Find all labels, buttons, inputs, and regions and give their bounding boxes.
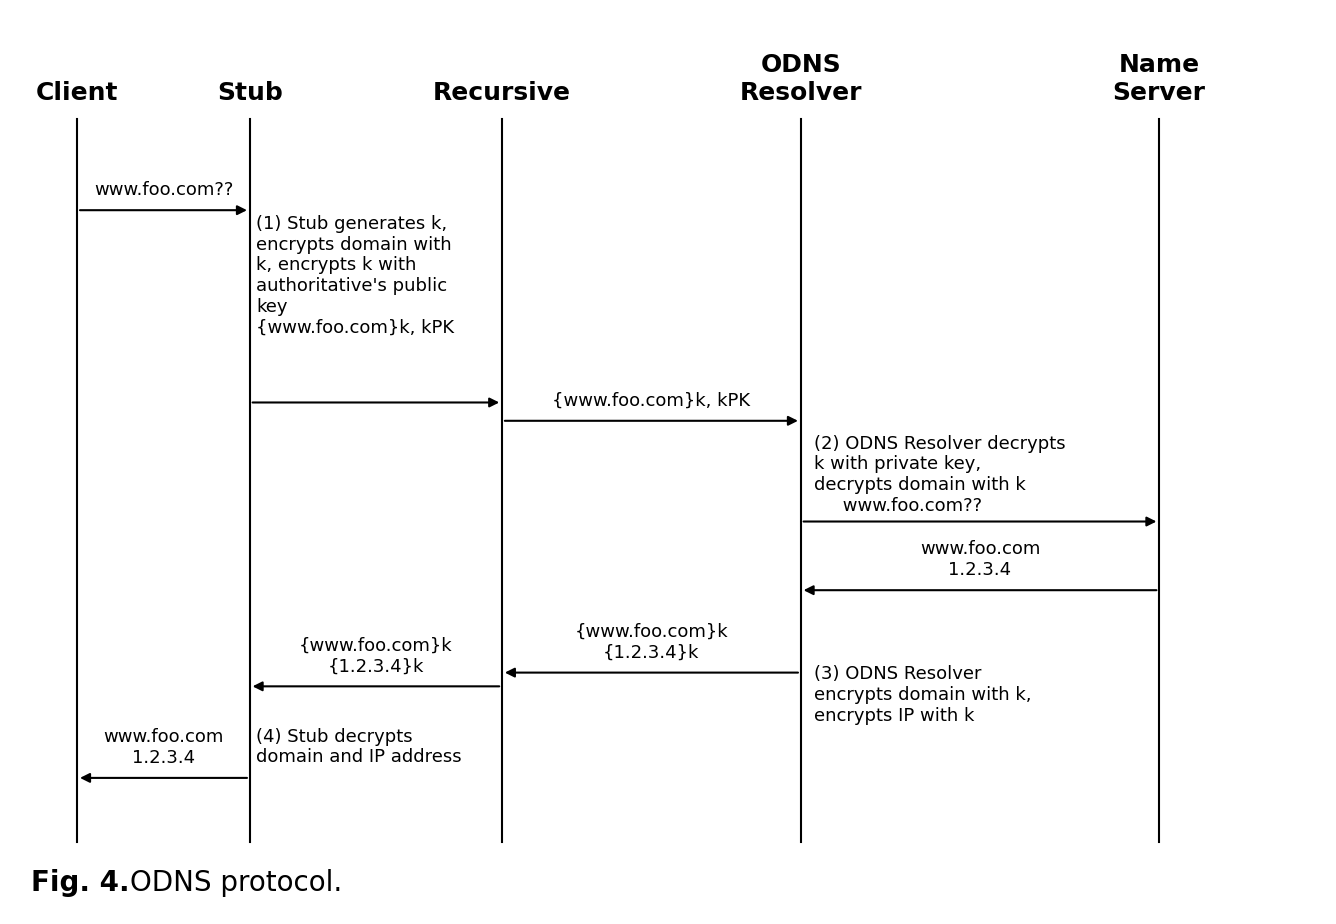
Text: Recursive: Recursive [433, 81, 570, 105]
Text: ODNS protocol.: ODNS protocol. [131, 869, 342, 897]
Text: Stub: Stub [216, 81, 283, 105]
Text: www.foo.com??: www.foo.com?? [94, 181, 234, 200]
Text: Fig. 4.: Fig. 4. [31, 869, 130, 897]
Text: (3) ODNS Resolver
encrypts domain with k,
encrypts IP with k: (3) ODNS Resolver encrypts domain with k… [814, 665, 1031, 724]
Text: {www.foo.com}k, kPK: {www.foo.com}k, kPK [552, 392, 751, 410]
Text: Client: Client [36, 81, 119, 105]
Text: (2) ODNS Resolver decrypts
k with private key,
decrypts domain with k
     www.f: (2) ODNS Resolver decrypts k with privat… [814, 434, 1066, 515]
Text: {www.foo.com}k
{1.2.3.4}k: {www.foo.com}k {1.2.3.4}k [299, 637, 453, 675]
Text: www.foo.com
1.2.3.4: www.foo.com 1.2.3.4 [919, 541, 1041, 579]
Text: www.foo.com
1.2.3.4: www.foo.com 1.2.3.4 [103, 728, 223, 767]
Text: Name
Server: Name Server [1113, 53, 1205, 105]
Text: (4) Stub decrypts
domain and IP address: (4) Stub decrypts domain and IP address [257, 727, 462, 766]
Text: ODNS
Resolver: ODNS Resolver [740, 53, 862, 105]
Text: {www.foo.com}k
{1.2.3.4}k: {www.foo.com}k {1.2.3.4}k [574, 623, 728, 662]
Text: (1) Stub generates k,
encrypts domain with
k, encrypts k with
authoritative's pu: (1) Stub generates k, encrypts domain wi… [257, 214, 454, 336]
